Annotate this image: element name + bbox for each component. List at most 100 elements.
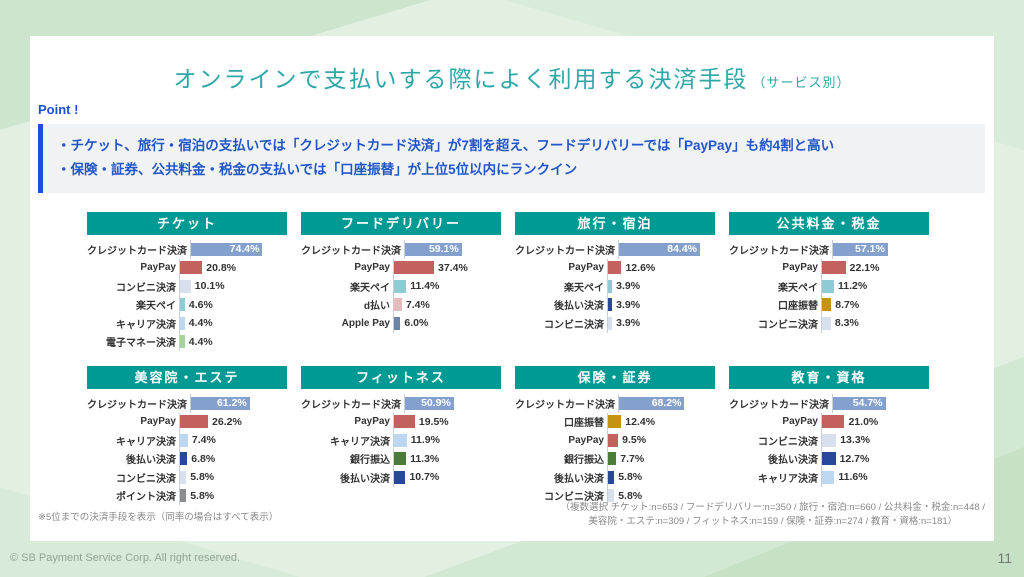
bar-row: 楽天ペイ 11.4% xyxy=(301,277,501,296)
bar xyxy=(822,452,836,466)
chart-card: フィットネス クレジットカード決済 50.9% PayPay 19.5% キャリア決済 11… xyxy=(301,366,501,505)
bar-label: キャリア決済 xyxy=(116,436,176,448)
bar-track: 84.4% xyxy=(618,240,715,259)
bar-label: クレジットカード決済 xyxy=(87,399,187,411)
bar-track: 11.4% xyxy=(393,277,501,296)
bar-row: PayPay 37.4% xyxy=(301,258,501,277)
bar-value: 54.7% xyxy=(852,397,883,410)
bar-label: コンビニ決済 xyxy=(544,492,604,504)
bar xyxy=(180,415,209,429)
bar-row: 後払い決済 10.7% xyxy=(301,468,501,487)
bar-row: ポイント決済 5.8% xyxy=(87,486,287,505)
bar-value: 59.1% xyxy=(428,243,459,256)
bar-track: 10.1% xyxy=(179,277,287,296)
bar-track: 10.7% xyxy=(393,468,501,487)
chart-card: 美容院・エステ クレジットカード決済 61.2% PayPay 26.2% キャリア決済 7… xyxy=(87,366,287,505)
bar xyxy=(822,433,837,447)
chart-rows: クレジットカード決済 54.7% PayPay 21.0% コンビニ決済 13.3% 後払い… xyxy=(729,394,929,487)
bar-value: 3.9% xyxy=(616,280,641,293)
bar-track: 59.1% xyxy=(404,240,501,259)
bar-row: クレジットカード決済 84.4% xyxy=(515,240,715,259)
bar-value: 6.0% xyxy=(404,317,429,330)
chart-card: フードデリバリー クレジットカード決済 59.1% PayPay 37.4% 楽天ペイ 11… xyxy=(301,212,501,351)
bar-track: 8.3% xyxy=(821,314,929,333)
bar xyxy=(394,433,407,447)
bar-track: 19.5% xyxy=(393,412,501,431)
bar xyxy=(180,433,188,447)
bar: 54.7% xyxy=(833,396,886,410)
bar-label: クレジットカード決済 xyxy=(301,245,401,257)
bar-label: 口座振替 xyxy=(778,301,818,313)
bar xyxy=(180,335,185,349)
bar-label: PayPay xyxy=(568,262,604,274)
bar-label: 楽天ペイ xyxy=(778,282,818,294)
bar xyxy=(394,316,401,330)
footnote-display-rule: ※5位までの決済手段を表示（同率の場合はすべて表示） xyxy=(38,512,279,523)
bar-label: 後払い決済 xyxy=(126,455,176,467)
bar-label: コンビニ決済 xyxy=(758,319,818,331)
bar xyxy=(608,452,617,466)
bar xyxy=(608,298,613,312)
bar xyxy=(608,415,622,429)
bar-row: コンビニ決済 10.1% xyxy=(87,277,287,296)
bar-label: キャリア決済 xyxy=(330,436,390,448)
bar-track: 5.8% xyxy=(179,486,287,505)
bar-label: クレジットカード決済 xyxy=(729,399,829,411)
bar-row: クレジットカード決済 59.1% xyxy=(301,240,501,259)
bar-row: Apple Pay 6.0% xyxy=(301,314,501,333)
bar-label: PayPay xyxy=(140,416,176,428)
bar-value: 26.2% xyxy=(212,415,242,428)
bar-track: 12.7% xyxy=(821,449,929,468)
bar-track: 7.4% xyxy=(393,295,501,314)
bar-row: コンビニ決済 5.8% xyxy=(87,468,287,487)
bar-value: 57.1% xyxy=(855,243,885,256)
bar-row: キャリア決済 4.4% xyxy=(87,314,287,333)
bar-value: 12.6% xyxy=(625,261,656,274)
bar: 68.2% xyxy=(619,396,685,410)
bar xyxy=(608,279,613,293)
bar-value: 74.4% xyxy=(229,243,260,256)
bar-row: PayPay 20.8% xyxy=(87,258,287,277)
point-label: Point ! xyxy=(38,102,79,117)
bar-track: 26.2% xyxy=(179,412,287,431)
bar-row: クレジットカード決済 54.7% xyxy=(729,394,929,413)
bar-row: 銀行振込 7.7% xyxy=(515,449,715,468)
bar-track: 4.4% xyxy=(179,314,287,333)
bar xyxy=(394,470,406,484)
bar-label: コンビニ決済 xyxy=(758,436,818,448)
bar-track: 11.3% xyxy=(393,449,501,468)
bar-value: 7.4% xyxy=(191,434,216,447)
bar-track: 6.0% xyxy=(393,314,501,333)
bar-row: PayPay 21.0% xyxy=(729,412,929,431)
bar-value: 11.3% xyxy=(410,452,440,465)
bar-track: 12.6% xyxy=(607,258,715,277)
bar-label: PayPay xyxy=(354,262,390,274)
bar-row: 後払い決済 3.9% xyxy=(515,295,715,314)
bar xyxy=(822,415,845,429)
chart-rows: クレジットカード決済 74.4% PayPay 20.8% コンビニ決済 10.1% 楽天ペ… xyxy=(87,240,287,351)
bar xyxy=(394,298,402,312)
bar-value: 11.2% xyxy=(837,280,868,293)
page-title-suffix: （サービス別） xyxy=(752,75,851,90)
footnote-sample-sizes-line1: （複数選択 チケット:n=653 / フードデリバリー:n=350 / 旅行・宿… xyxy=(560,502,985,514)
bar-label: PayPay xyxy=(782,416,818,428)
bar-value: 5.8% xyxy=(190,489,215,502)
bar-row: クレジットカード決済 74.4% xyxy=(87,240,287,259)
bar-value: 12.4% xyxy=(625,415,656,428)
bar-label: Apple Pay xyxy=(341,317,390,329)
bar-value: 11.4% xyxy=(410,280,440,293)
bar-label: クレジットカード決済 xyxy=(729,245,829,257)
bar: 61.2% xyxy=(191,396,250,410)
bar-track: 11.6% xyxy=(821,468,929,487)
bar-value: 9.5% xyxy=(622,434,647,447)
bar: 57.1% xyxy=(833,242,888,256)
bar xyxy=(180,470,187,484)
chart-title: 保険・証券 xyxy=(515,366,715,389)
bar xyxy=(180,261,203,275)
bar-label: ポイント決済 xyxy=(116,492,176,504)
bar-value: 7.7% xyxy=(620,452,645,465)
bar xyxy=(180,489,187,503)
bar-value: 8.7% xyxy=(835,298,860,311)
bar-track: 6.8% xyxy=(179,449,287,468)
bar-value: 68.2% xyxy=(651,397,682,410)
